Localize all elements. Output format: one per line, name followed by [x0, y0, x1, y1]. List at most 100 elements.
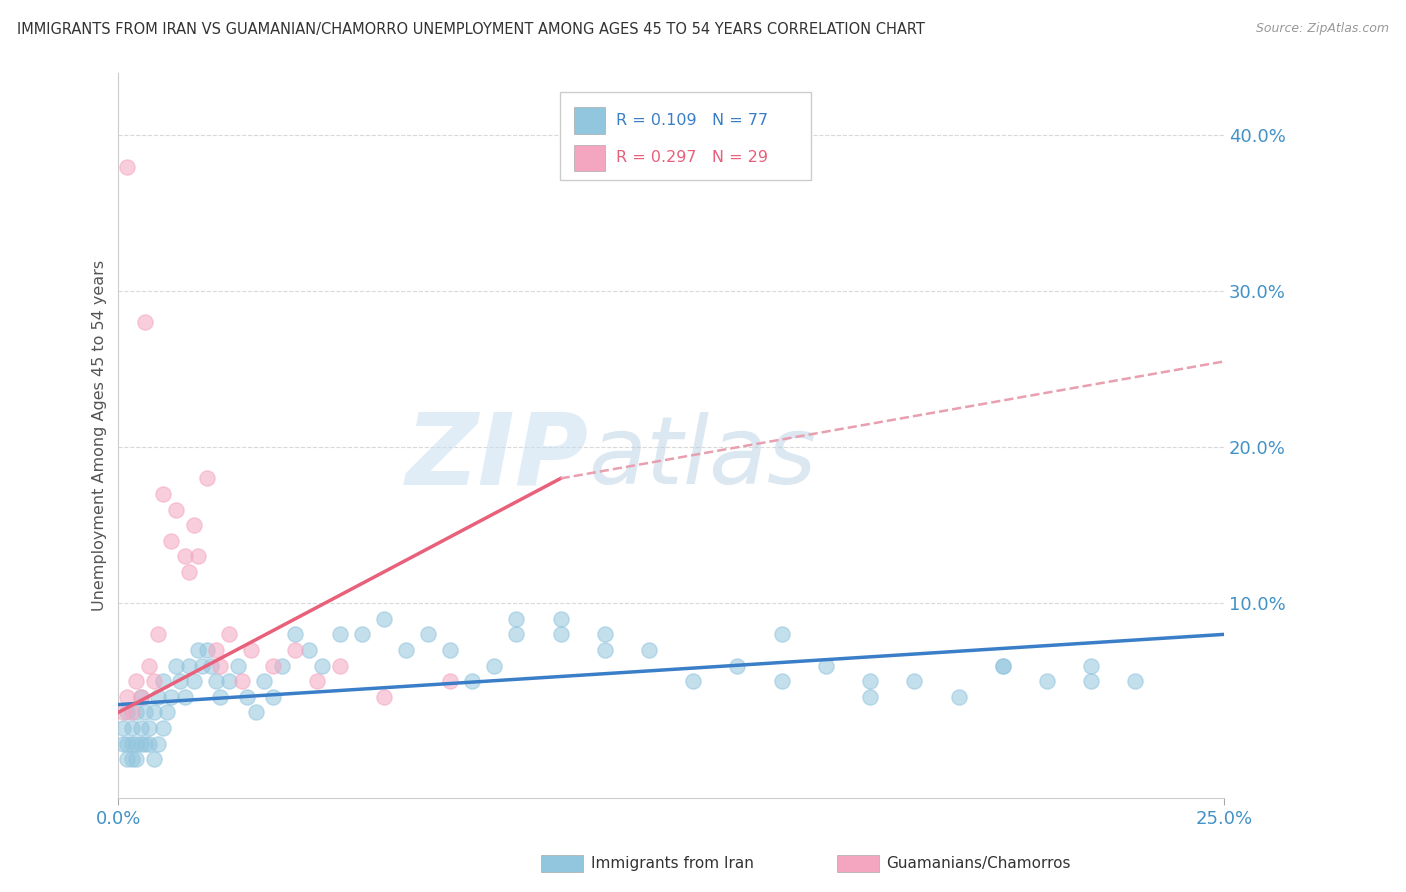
Point — [160, 690, 183, 704]
Point — [152, 487, 174, 501]
Point — [125, 674, 148, 689]
Point — [121, 737, 143, 751]
Point — [209, 690, 232, 704]
Point — [253, 674, 276, 689]
Point — [461, 674, 484, 689]
Point — [173, 549, 195, 564]
Point — [1080, 674, 1102, 689]
Point — [948, 690, 970, 704]
Point — [638, 643, 661, 657]
Point — [991, 658, 1014, 673]
Point — [903, 674, 925, 689]
Point — [134, 316, 156, 330]
Point — [505, 627, 527, 641]
Point — [350, 627, 373, 641]
Point — [117, 160, 139, 174]
Point — [117, 737, 139, 751]
Y-axis label: Unemployment Among Ages 45 to 54 years: Unemployment Among Ages 45 to 54 years — [93, 260, 107, 611]
Point — [111, 721, 134, 735]
Point — [235, 690, 257, 704]
Point — [183, 674, 205, 689]
Point — [165, 502, 187, 516]
Point — [311, 658, 333, 673]
Point — [134, 706, 156, 720]
Point — [204, 643, 226, 657]
Point — [111, 737, 134, 751]
Point — [200, 658, 222, 673]
Point — [129, 721, 152, 735]
Point — [142, 752, 165, 766]
Point — [187, 643, 209, 657]
Point — [550, 627, 572, 641]
Point — [138, 721, 160, 735]
Point — [262, 658, 284, 673]
Point — [165, 658, 187, 673]
Point — [271, 658, 294, 673]
Point — [125, 706, 148, 720]
Point — [129, 690, 152, 704]
Point — [1125, 674, 1147, 689]
Point — [121, 752, 143, 766]
Point — [129, 690, 152, 704]
Point — [284, 643, 307, 657]
Text: R = 0.297   N = 29: R = 0.297 N = 29 — [616, 151, 768, 165]
Point — [284, 627, 307, 641]
Point — [121, 706, 143, 720]
Point — [226, 658, 249, 673]
Point — [682, 674, 704, 689]
Point — [148, 737, 170, 751]
Point — [204, 674, 226, 689]
Point — [593, 643, 616, 657]
Point — [1080, 658, 1102, 673]
Text: ZIP: ZIP — [405, 409, 588, 506]
Text: R = 0.109   N = 77: R = 0.109 N = 77 — [616, 113, 768, 128]
Point — [373, 690, 395, 704]
Point — [209, 658, 232, 673]
Text: Source: ZipAtlas.com: Source: ZipAtlas.com — [1256, 22, 1389, 36]
Point — [231, 674, 253, 689]
Point — [218, 674, 240, 689]
Point — [148, 690, 170, 704]
Point — [262, 690, 284, 704]
Point — [1036, 674, 1059, 689]
Point — [484, 658, 506, 673]
Point — [129, 737, 152, 751]
Point — [142, 706, 165, 720]
Point — [770, 627, 793, 641]
Point — [111, 706, 134, 720]
Point — [183, 518, 205, 533]
Point — [125, 737, 148, 751]
Point — [416, 627, 439, 641]
Point — [439, 674, 461, 689]
Point — [328, 627, 350, 641]
Point — [593, 627, 616, 641]
Point — [245, 706, 267, 720]
Text: atlas: atlas — [588, 412, 817, 503]
Point — [770, 674, 793, 689]
Point — [160, 533, 183, 548]
Point — [142, 674, 165, 689]
Point — [814, 658, 837, 673]
Point — [152, 721, 174, 735]
Point — [187, 549, 209, 564]
Point — [117, 706, 139, 720]
Point — [173, 690, 195, 704]
Point — [550, 612, 572, 626]
Point — [373, 612, 395, 626]
Point — [179, 658, 201, 673]
Point — [395, 643, 418, 657]
Point — [240, 643, 263, 657]
Point — [191, 658, 214, 673]
Point — [991, 658, 1014, 673]
Text: IMMIGRANTS FROM IRAN VS GUAMANIAN/CHAMORRO UNEMPLOYMENT AMONG AGES 45 TO 54 YEAR: IMMIGRANTS FROM IRAN VS GUAMANIAN/CHAMOR… — [17, 22, 925, 37]
Point — [121, 721, 143, 735]
Point — [859, 690, 882, 704]
Point — [148, 627, 170, 641]
Point — [179, 565, 201, 579]
Text: Guamanians/Chamorros: Guamanians/Chamorros — [886, 856, 1070, 871]
Point — [505, 612, 527, 626]
Text: Immigrants from Iran: Immigrants from Iran — [591, 856, 754, 871]
Point — [859, 674, 882, 689]
Point — [297, 643, 319, 657]
Point — [117, 752, 139, 766]
